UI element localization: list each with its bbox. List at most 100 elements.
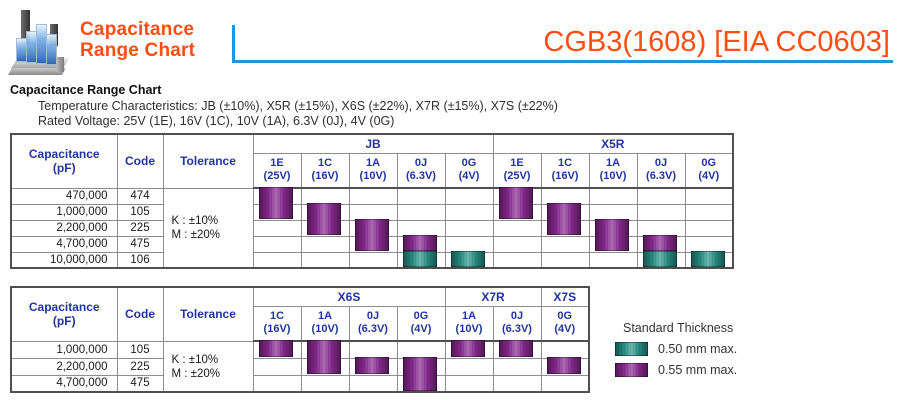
section-title-line1: Capacitance	[80, 19, 195, 40]
teal-swatch-icon	[615, 342, 648, 356]
voltage-value: (4V)	[458, 170, 480, 183]
voltage-header: 0G (4V)	[396, 305, 446, 342]
column-header-capacitance: Capacitance (pF)	[10, 133, 118, 189]
voltage-value: (10V)	[359, 170, 387, 183]
voltage-value: (6.3V)	[358, 323, 388, 336]
capacitance-value: 10,000,000	[10, 251, 118, 269]
voltage-header: 1E (25V)	[492, 152, 542, 189]
legend-item: 0.50 mm max.	[615, 342, 737, 356]
logo-bar	[56, 57, 64, 72]
tolerance-line: M : ±20%	[171, 367, 221, 380]
code-value: 474	[116, 187, 164, 205]
capacitance-value: 1,000,000	[10, 203, 118, 221]
voltage-code: 1E	[270, 157, 284, 170]
bar-chart-logo-icon	[7, 6, 74, 76]
range-bar-purple	[307, 203, 341, 235]
range-cell	[396, 340, 446, 359]
voltage-header: 0G (4V)	[540, 305, 590, 342]
voltage-code: 1C	[269, 310, 285, 323]
code-value: 475	[116, 235, 164, 253]
range-cell	[684, 203, 734, 221]
code-value: 105	[116, 340, 164, 359]
voltage-header: 0J (6.3V)	[396, 152, 446, 189]
range-cell	[396, 219, 446, 237]
tolerance-line: K : ±10%	[171, 215, 219, 228]
voltage-value: (10V)	[311, 323, 339, 336]
range-bar-purple	[403, 357, 437, 391]
table-row: 2,200,000 225	[10, 357, 590, 376]
range-bar-purple	[355, 357, 389, 374]
capacitance-range-table-2: Capacitance (pF) Code Tolerance X6S X7R X7S 1C(…	[10, 286, 590, 393]
tolerance-line: M : ±20%	[171, 229, 221, 242]
group-header-x5r: X5R	[492, 133, 734, 154]
voltage-header: 0J (6.3V)	[636, 152, 686, 189]
voltage-code: 0J	[654, 157, 668, 170]
voltage-code: 0J	[366, 310, 380, 323]
voltage-code: 1A	[317, 310, 333, 323]
range-cell	[348, 251, 398, 269]
range-cell	[444, 357, 494, 376]
intro-heading: Capacitance Range Chart	[10, 83, 162, 97]
voltage-header: 1C (16V)	[300, 152, 350, 189]
range-bar-purple	[259, 187, 293, 219]
group-header-x7r: X7R	[444, 286, 542, 307]
range-cell	[588, 203, 638, 221]
range-bar-purple	[643, 235, 677, 251]
range-cell	[252, 251, 302, 269]
voltage-header: 1A (10V)	[444, 305, 494, 342]
header-line: Capacitance	[28, 300, 100, 315]
voltage-value: (16V)	[551, 170, 579, 183]
range-cell	[444, 187, 494, 205]
header-line: (pF)	[52, 314, 76, 329]
column-header-code: Code	[116, 133, 164, 189]
standard-thickness-legend: Standard Thickness 0.50 mm max. 0.55 mm …	[615, 321, 737, 384]
rated-voltage-line: Rated Voltage: 25V (1E), 16V (1C), 10V (…	[38, 114, 395, 128]
voltage-value: (10V)	[599, 170, 627, 183]
range-cell	[636, 219, 686, 237]
group-header-x7s: X7S	[540, 286, 590, 307]
range-bar-purple	[403, 235, 437, 251]
range-cell	[540, 374, 590, 393]
voltage-header: 0G (4V)	[444, 152, 494, 189]
column-header-code: Code	[116, 286, 164, 342]
range-cell	[396, 187, 446, 205]
voltage-code: 0G	[413, 310, 429, 323]
legend-title: Standard Thickness	[623, 321, 734, 335]
capacitance-value: 4,700,000	[10, 374, 118, 393]
range-cell	[492, 357, 542, 376]
voltage-code: 1C	[557, 157, 573, 170]
voltage-value: (10V)	[455, 323, 483, 336]
section-title-line2: Range Chart	[80, 40, 196, 61]
code-value: 106	[116, 251, 164, 269]
tolerance-cell: K : ±10% M : ±20%	[162, 187, 254, 269]
capacitance-value: 1,000,000	[10, 340, 118, 359]
column-header-capacitance: Capacitance (pF)	[10, 286, 118, 342]
range-cell	[444, 203, 494, 221]
capacitance-value: 2,200,000	[10, 219, 118, 237]
voltage-header: 1C (16V)	[540, 152, 590, 189]
code-value: 105	[116, 203, 164, 221]
voltage-value: (6.3V)	[646, 170, 676, 183]
range-cell	[300, 235, 350, 253]
range-cell	[588, 251, 638, 269]
range-bar-teal	[643, 251, 677, 267]
voltage-code: 1A	[365, 157, 381, 170]
voltage-code: 1A	[461, 310, 477, 323]
code-value: 475	[116, 374, 164, 393]
voltage-header: 1C (16V)	[252, 305, 302, 342]
logo-bar	[21, 10, 30, 44]
voltage-code: 0G	[701, 157, 717, 170]
range-cell	[684, 235, 734, 253]
range-cell	[348, 374, 398, 393]
range-bar-purple	[595, 219, 629, 251]
voltage-value: (4V)	[554, 323, 576, 336]
table-row: 10,000,000 106	[10, 251, 734, 269]
capacitance-value: 470,000	[10, 187, 118, 205]
voltage-header: 1A (10V)	[588, 152, 638, 189]
range-cell	[252, 374, 302, 393]
product-title: CGB3(1608) [EIA CC0603]	[543, 26, 890, 58]
voltage-value: (4V)	[410, 323, 432, 336]
range-cell	[252, 235, 302, 253]
range-bar-purple	[355, 219, 389, 251]
range-cell	[636, 187, 686, 205]
